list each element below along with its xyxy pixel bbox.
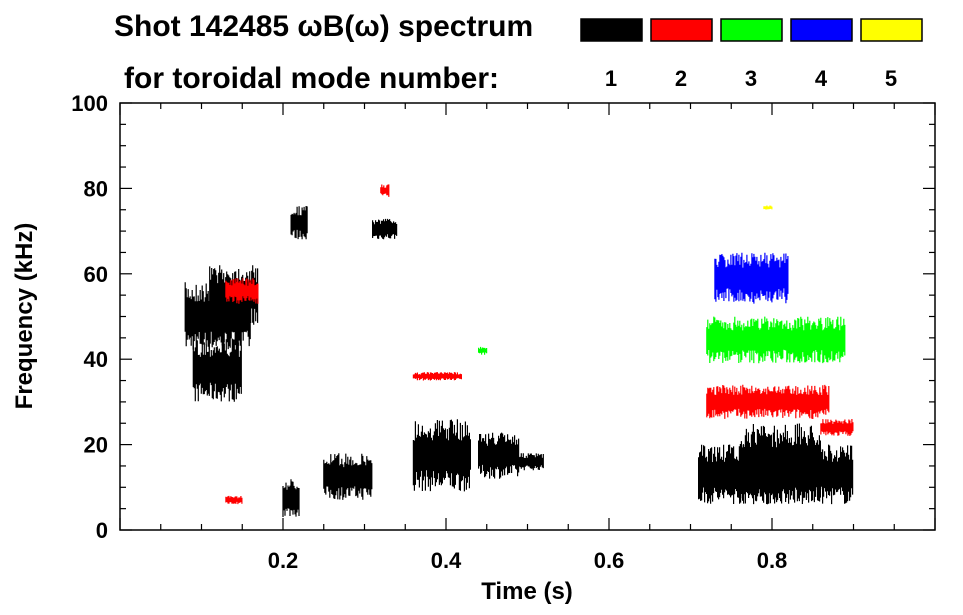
series-n=2-region-2 [380,184,390,197]
y-tick-label: 0 [96,518,108,543]
legend-swatch-n2 [650,18,713,42]
x-tick-label: 0.2 [268,548,299,573]
legend-swatch-n4 [790,18,853,42]
legend-label-n2: 2 [675,66,687,91]
series-n=1-region-11 [738,423,821,505]
y-axis: 0 20 40 60 80 100 [71,91,935,543]
y-tick-label: 40 [84,347,108,372]
x-tick-label: 0.6 [594,548,625,573]
y-axis-label: Frequency (kHz) [11,223,38,410]
series-n=2-region-0 [225,278,259,304]
series-n=2-region-5 [820,419,854,436]
legend-label-n4: 4 [815,66,828,91]
legend-swatch-n3 [720,18,783,42]
series-n=1-region-8 [478,432,520,479]
series-n=3-region-0 [706,316,846,364]
x-axis: 0.2 0.4 0.6 0.8 [119,103,936,573]
data-layer [184,184,854,517]
chart-title: Shot 142485 ωB(ω) spectrum [114,10,533,43]
x-tick-label: 0.4 [431,548,462,573]
x-axis-label: Time (s) [481,578,573,605]
y-tick-label: 100 [71,91,108,116]
series-n=2-region-1 [225,495,243,505]
series-n=5-region-0 [763,205,773,210]
series-n=1-region-9 [518,453,544,471]
y-tick-label: 80 [84,176,108,201]
series-n=1-region-1 [192,338,242,402]
legend-label-n1: 1 [605,66,617,91]
y-tick-label: 60 [84,262,108,287]
series-n=1-region-7 [412,419,471,492]
x-tick-label: 0.8 [757,548,788,573]
legend: 1 2 3 4 5 [580,18,923,91]
legend-swatch-n1 [580,18,643,42]
series-n=1-region-5 [323,453,373,500]
series-n=2-region-3 [412,372,462,381]
series-n=1-region-6 [372,218,398,240]
legend-label-n3: 3 [745,66,757,91]
legend-label-n5: 5 [885,66,897,91]
series-n=2-region-4 [706,384,830,419]
series-n=1-region-4 [290,206,308,240]
chart-subtitle: for toroidal mode number: [124,62,499,95]
y-tick-label: 20 [84,433,108,458]
series-n=1-region-3 [282,479,300,517]
legend-swatch-n5 [860,18,923,42]
series-n=4-region-0 [714,252,789,304]
series-n=3-region-1 [478,346,488,355]
